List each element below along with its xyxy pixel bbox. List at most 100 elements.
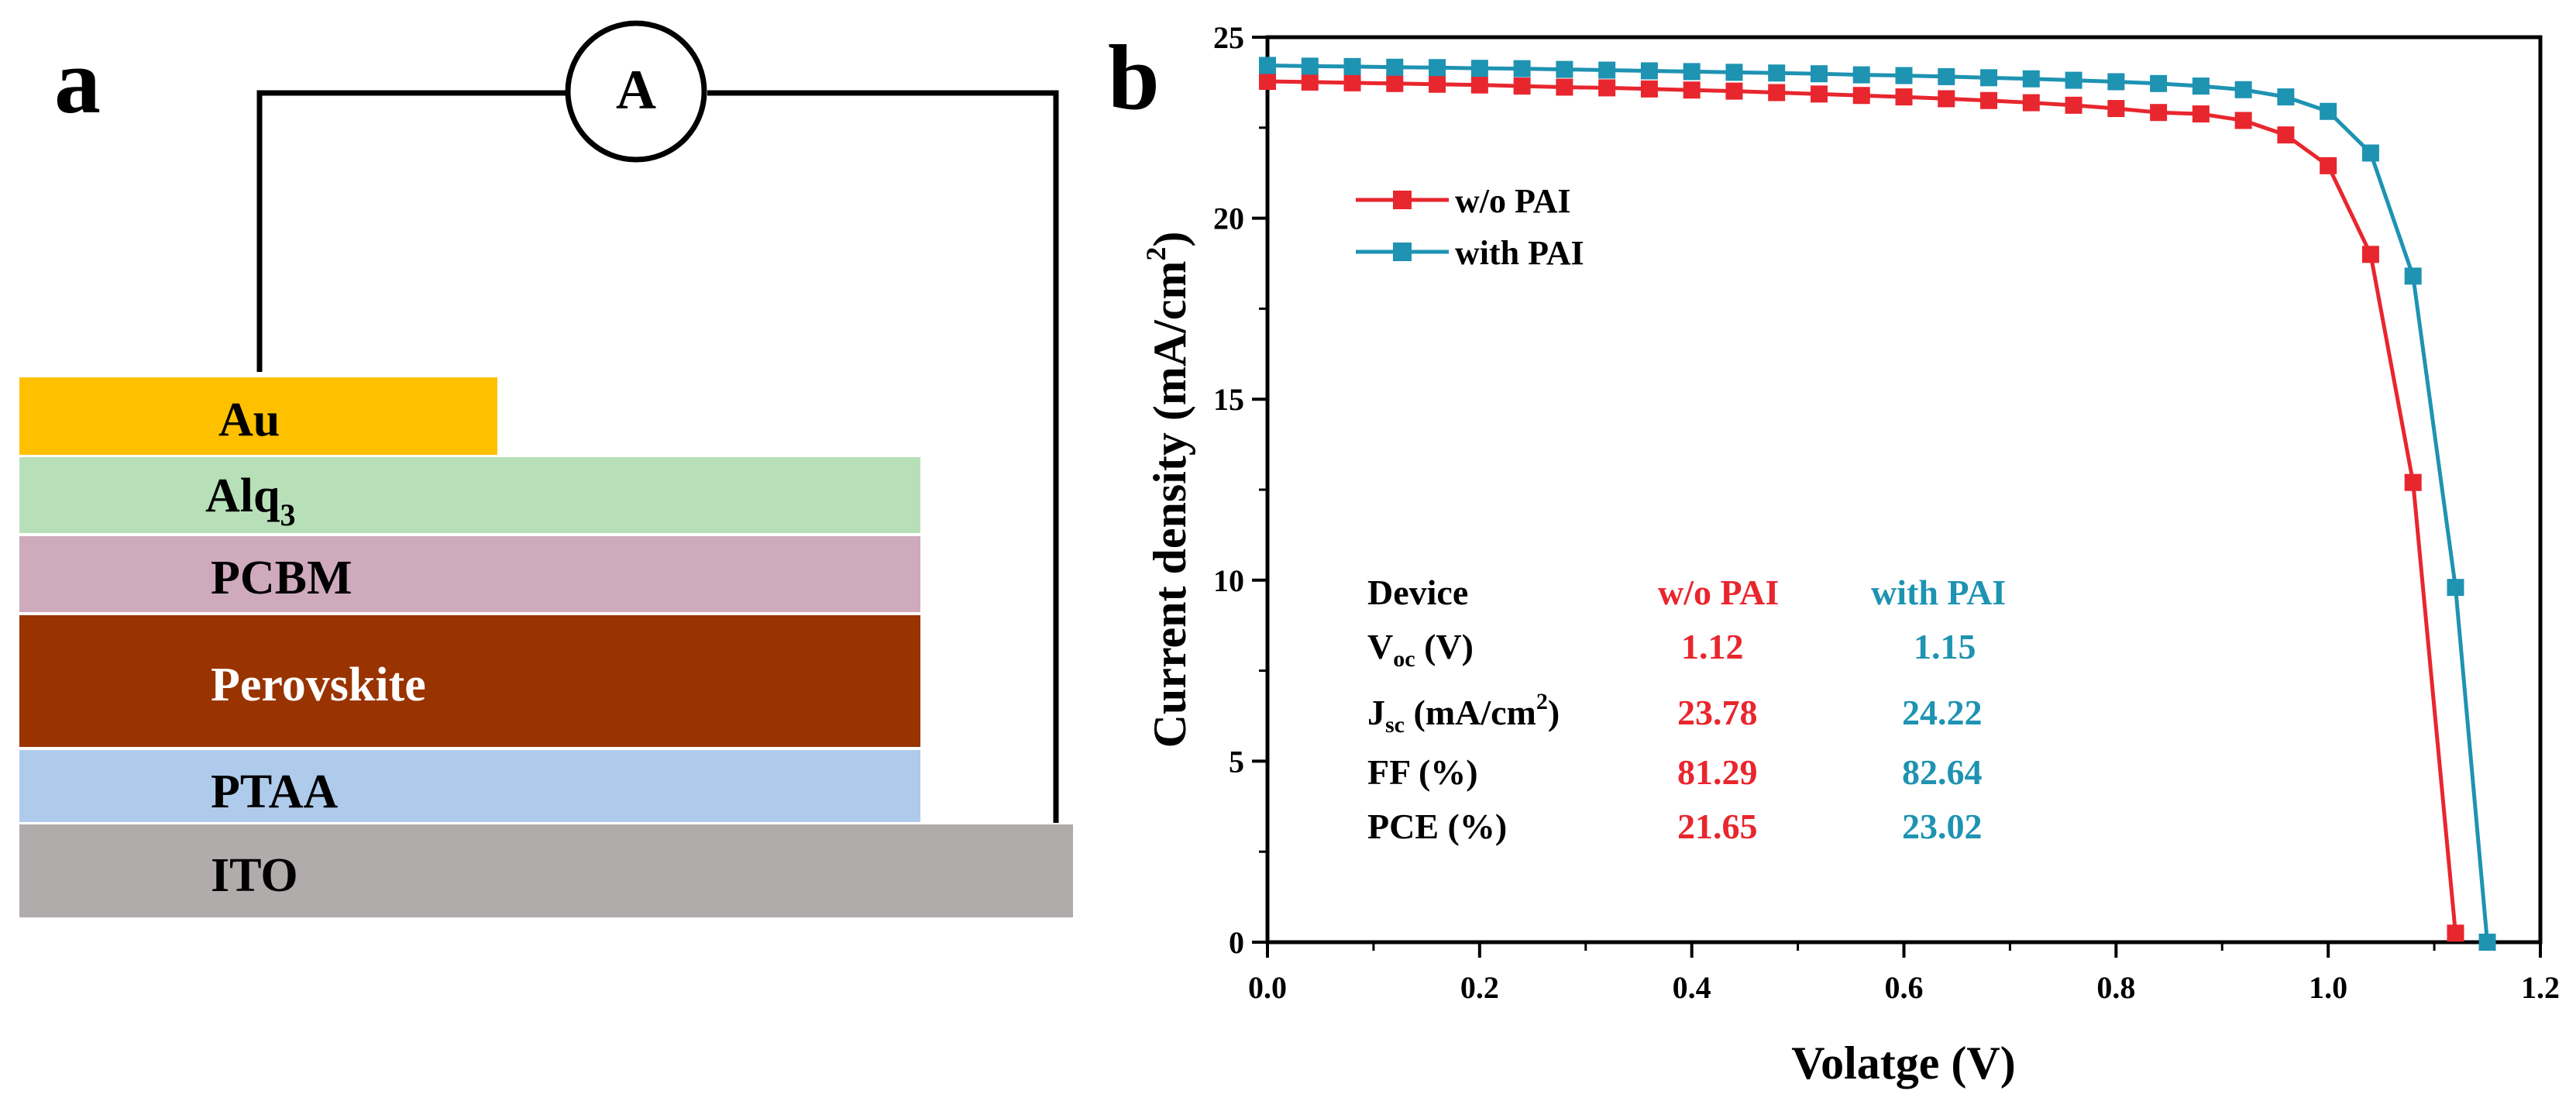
data-point — [2234, 81, 2252, 98]
data-point — [1895, 88, 1913, 106]
data-point — [1598, 61, 1616, 79]
data-point — [1895, 67, 1913, 84]
data-point — [1852, 87, 1870, 105]
data-point — [1429, 75, 1446, 93]
data-point — [1598, 79, 1616, 97]
y-tick-label: 0 — [1229, 925, 1244, 960]
layer-pcbm — [19, 536, 920, 612]
data-point — [1259, 72, 1276, 90]
x-tick-label: 0.4 — [1673, 970, 1711, 1005]
data-point — [2361, 144, 2379, 162]
data-point — [2404, 473, 2422, 491]
table-header-device: Device — [1367, 573, 1468, 612]
legend-marker-without-pai — [1393, 191, 1412, 209]
table-ff-with-pai: 82.64 — [1902, 752, 1983, 792]
layer-ito — [19, 824, 1073, 917]
data-point — [2107, 73, 2125, 91]
y-tick-label: 25 — [1213, 20, 1244, 55]
table-voc-without-pai: 1.12 — [1681, 627, 1744, 666]
data-point — [1852, 66, 1870, 84]
data-point — [1980, 91, 1998, 109]
x-axis-title: Volatge (V) — [1791, 1037, 2015, 1089]
data-point — [1938, 90, 1955, 108]
panel-a-label: a — [54, 29, 101, 132]
data-point — [1938, 67, 1955, 85]
data-point — [1259, 57, 1276, 74]
data-point — [1301, 73, 1319, 91]
data-point — [1429, 59, 1446, 77]
layer-alq3 — [19, 457, 920, 533]
legend-marker-with-pai — [1393, 243, 1412, 261]
data-point — [2192, 77, 2210, 95]
legend-label-without-pai: w/o PAI — [1455, 182, 1571, 220]
layer-au — [19, 377, 497, 455]
y-axis-ticks: 0 5 10 15 20 25 — [1213, 20, 1267, 960]
panel-a: a A Au Alq3 PCBM Perovskite PTAA ITO — [19, 20, 1073, 917]
series-line-without-pai — [1267, 79, 2457, 934]
data-point — [2320, 102, 2337, 120]
data-point — [1386, 74, 1404, 92]
data-point — [1556, 60, 1573, 78]
data-point — [1980, 69, 1998, 87]
data-point — [2320, 157, 2337, 174]
layer-alq3-label: Alq3 — [205, 470, 295, 532]
data-point — [1810, 85, 1828, 103]
table-param-ff: FF (%) — [1367, 752, 1478, 792]
x-tick-label: 0.6 — [1885, 970, 1924, 1005]
x-tick-label: 0.8 — [2096, 970, 2135, 1005]
data-point — [1725, 82, 1743, 100]
data-point — [2478, 934, 2496, 951]
table-param-pce: PCE (%) — [1367, 807, 1507, 846]
y-tick-label: 15 — [1213, 382, 1244, 417]
y-axis-title: Current density (mA/cm2) — [1140, 232, 1195, 748]
data-point — [1386, 58, 1404, 76]
data-point — [2361, 246, 2379, 263]
data-point — [1301, 57, 1319, 75]
panel-b-label: b — [1108, 26, 1160, 129]
panel-b: b 0.0 0.2 0.4 0.6 0.8 1.0 1.2 0 5 10 15 20 25 Volat… — [1108, 20, 2560, 1089]
data-point — [1768, 84, 1786, 102]
data-point — [2022, 70, 2040, 88]
table-param-voc: Voc (V) — [1367, 627, 1474, 672]
layer-perovskite — [19, 615, 920, 747]
layer-perovskite-label: Perovskite — [211, 659, 426, 711]
layer-pcbm-label: PCBM — [211, 552, 353, 604]
data-point — [2107, 100, 2125, 118]
performance-table: Device w/o PAI with PAI Voc (V) 1.12 1.1… — [1367, 573, 2006, 846]
data-point — [2065, 96, 2082, 114]
table-pce-without-pai: 21.65 — [1677, 807, 1758, 846]
data-point — [1683, 81, 1701, 99]
data-point — [2150, 104, 2168, 122]
table-param-jsc: Jsc (mA/cm2) — [1367, 689, 1560, 738]
data-point — [2234, 112, 2252, 129]
x-tick-label: 0.2 — [1460, 970, 1499, 1005]
data-point — [1513, 77, 1531, 95]
x-tick-label: 1.2 — [2521, 970, 2560, 1005]
series-layer — [1259, 57, 2496, 951]
legend: w/o PAI with PAI — [1356, 182, 1584, 272]
data-point — [1513, 60, 1531, 77]
data-point — [2150, 74, 2168, 92]
data-point — [2447, 579, 2464, 597]
data-point — [1470, 60, 1488, 77]
layer-ptaa — [19, 750, 920, 822]
data-point — [2192, 105, 2210, 123]
table-ff-without-pai: 81.29 — [1677, 752, 1758, 792]
ammeter-label: A — [616, 59, 656, 121]
table-voc-with-pai: 1.15 — [1914, 627, 1976, 666]
data-point — [2277, 88, 2295, 106]
circuit-wire-right — [707, 90, 1059, 823]
data-point — [1556, 78, 1573, 96]
ammeter-icon — [565, 20, 707, 163]
data-point — [1470, 76, 1488, 94]
table-jsc-with-pai: 24.22 — [1902, 693, 1983, 732]
y-tick-label: 10 — [1213, 563, 1244, 598]
x-axis-ticks: 0.0 0.2 0.4 0.6 0.8 1.0 1.2 — [1248, 942, 2560, 1005]
layer-ptaa-label: PTAA — [211, 766, 338, 818]
data-point — [1768, 64, 1786, 82]
x-tick-label: 0.0 — [1248, 970, 1287, 1005]
data-point — [2022, 94, 2040, 112]
data-point — [2277, 126, 2295, 144]
layer-au-label: Au — [218, 394, 280, 446]
